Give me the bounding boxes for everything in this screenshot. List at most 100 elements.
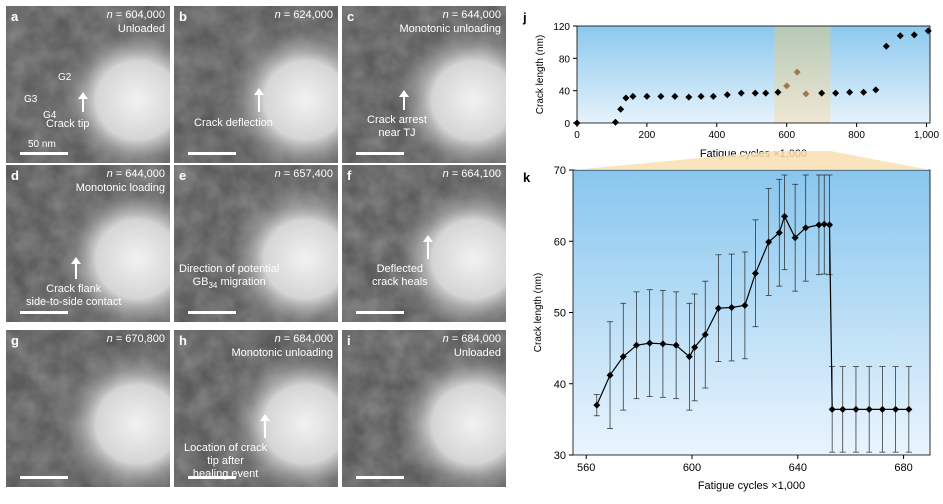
data-point <box>781 212 789 220</box>
scale-bar <box>188 476 236 479</box>
panel-label: b <box>179 9 187 24</box>
scale-bar <box>20 476 68 479</box>
data-point <box>892 405 900 413</box>
x-tick-label: 640 <box>789 462 807 474</box>
micrograph-panel-d: d n = 644,000 Monotonic loading Crack flank… <box>6 165 170 322</box>
data-point <box>751 89 759 97</box>
x-tick-label: 800 <box>848 130 865 141</box>
data-point <box>573 119 581 127</box>
micrograph-image <box>6 6 170 163</box>
data-point <box>697 92 705 100</box>
data-point <box>737 89 745 97</box>
pointer-arrow <box>78 92 88 112</box>
cycle-count: n = 657,400 <box>274 168 333 180</box>
cycle-count: n = 664,100 <box>442 168 501 180</box>
y-tick-label: 120 <box>553 22 570 33</box>
chart-j-label: j <box>523 10 527 25</box>
data-point <box>657 92 665 100</box>
data-point <box>815 221 823 229</box>
data-point <box>852 405 860 413</box>
data-point <box>619 353 627 361</box>
data-point <box>672 341 680 349</box>
panel-annotation: Deflected crack heals <box>372 263 428 288</box>
grain-label: G3 <box>24 94 38 105</box>
data-point <box>723 91 731 99</box>
panel-annotation: Crack tip <box>46 118 90 130</box>
y-tick-label: 0 <box>564 119 570 130</box>
y-tick-label: 60 <box>554 236 566 248</box>
scale-bar <box>188 311 236 314</box>
micrograph-image <box>174 6 338 163</box>
cycle-count: n = 670,800 <box>106 333 165 345</box>
y-tick-label: 40 <box>554 379 566 391</box>
data-point <box>910 31 918 39</box>
pointer-arrow <box>399 90 409 110</box>
y-tick-label: 80 <box>559 54 571 65</box>
scale-bar <box>356 152 404 155</box>
panel-condition: Unloaded <box>117 23 165 35</box>
scale-bar <box>188 152 236 155</box>
chart-j: 0 40 80 120 0 200 400 600 800 1,000 Fatigue cycles… <box>535 22 939 160</box>
data-point <box>878 405 886 413</box>
data-point <box>765 238 773 246</box>
data-point <box>846 88 854 96</box>
panel-label: d <box>11 168 19 183</box>
x-tick-label: 600 <box>683 462 701 474</box>
scale-bar-label: 50 nm <box>28 139 56 150</box>
data-point <box>793 68 801 76</box>
chart-k: 30 40 50 60 70 560 600 640 680 Fatigue cycles ×1,… <box>533 165 931 492</box>
data-point <box>632 341 640 349</box>
data-point <box>593 401 601 409</box>
data-point <box>802 90 810 98</box>
panel-annotation: Crack deflection <box>194 117 273 129</box>
cycle-count: n = 644,000 <box>442 9 501 21</box>
chart-k-label: k <box>523 170 531 185</box>
data-point <box>671 92 679 100</box>
data-point <box>818 89 826 97</box>
scale-bar <box>356 311 404 314</box>
plot-frame <box>576 25 931 124</box>
data-point <box>896 32 904 40</box>
data-point <box>802 224 810 232</box>
pointer-arrow <box>423 235 433 259</box>
data-point <box>685 353 693 361</box>
cycle-count: n = 604,000 <box>106 9 165 21</box>
data-point <box>606 371 614 379</box>
y-tick-label: 50 <box>554 308 566 320</box>
data-point <box>659 340 667 348</box>
data-point <box>691 343 699 351</box>
data-point <box>622 94 630 102</box>
x-tick-label: 0 <box>574 130 580 141</box>
data-point <box>646 339 654 347</box>
cycle-count: n = 624,000 <box>274 9 333 21</box>
cycle-count: n = 644,000 <box>106 168 165 180</box>
x-tick-label: 400 <box>708 130 725 141</box>
y-tick-label: 70 <box>554 165 566 177</box>
scale-bar <box>20 311 68 314</box>
data-point <box>791 234 799 242</box>
plot-area <box>573 170 930 455</box>
data-point <box>709 92 717 100</box>
panel-annotation: Crack flank side-to-side contact <box>26 283 122 308</box>
x-tick-label: 200 <box>639 130 656 141</box>
micrograph-image <box>6 165 170 322</box>
panel-label: e <box>179 168 187 183</box>
y-axis-label: Crack length (nm) <box>533 273 544 352</box>
micrograph-panel-g: g n = 670,800 <box>6 330 170 487</box>
panel-label: i <box>347 333 351 348</box>
panel-label: g <box>11 333 19 348</box>
panel-label: f <box>347 168 352 183</box>
y-tick-label: 40 <box>559 87 571 98</box>
panel-condition: Monotonic unloading <box>399 23 501 35</box>
panel-label: a <box>11 9 19 24</box>
data-point <box>611 118 619 126</box>
data-point <box>865 405 873 413</box>
data-point <box>882 42 890 50</box>
scale-bar <box>356 476 404 479</box>
data-point <box>728 304 736 312</box>
panel-condition: Monotonic unloading <box>231 347 333 359</box>
plot-area <box>577 26 930 123</box>
micrograph-panel-a: a n = 604,000 Unloaded Crack tip 50 nm G2 G3 G4 <box>6 6 170 163</box>
micrograph-panel-i: i n = 684,000 Unloaded <box>342 330 506 487</box>
